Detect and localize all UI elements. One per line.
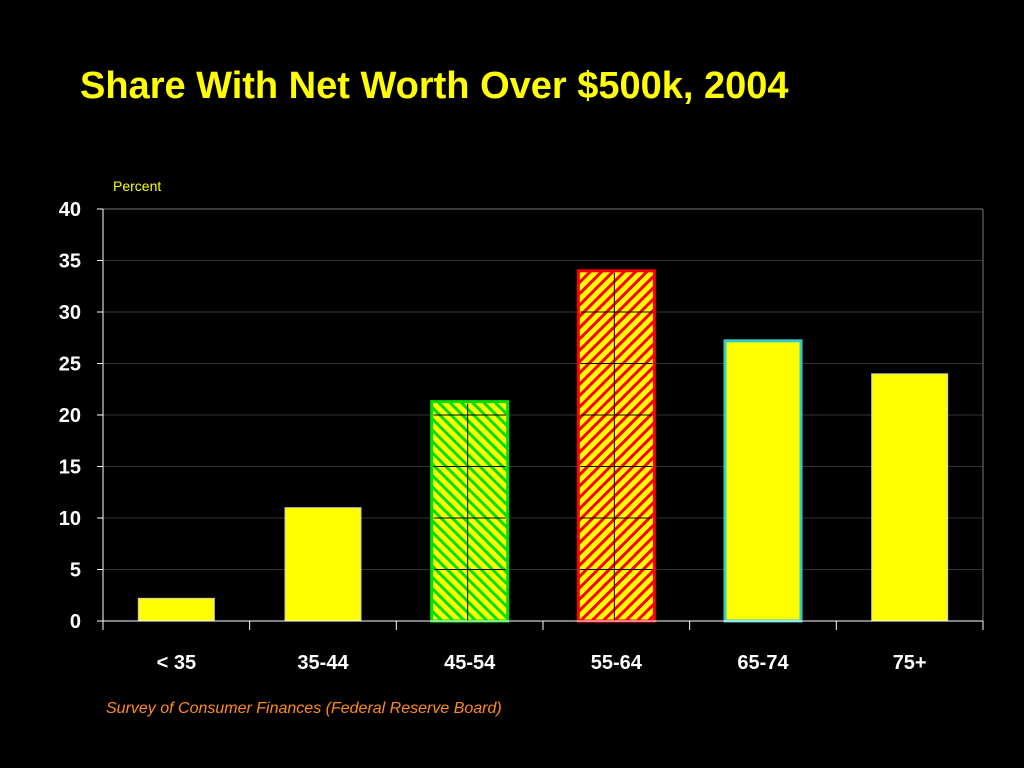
bar-45-54: [430, 400, 510, 623]
y-tick-label: 30: [59, 302, 81, 324]
y-tick-label: 15: [59, 457, 81, 479]
gridlines: [103, 208, 984, 621]
x-tick-label: < 35: [157, 652, 196, 674]
bar-35-44: [284, 507, 362, 622]
y-tick-label: 10: [59, 508, 81, 530]
axes: [97, 208, 984, 630]
x-tick-label: 35-44: [297, 652, 349, 674]
x-tick-label: 45-54: [444, 652, 496, 674]
bar-55-64: [576, 269, 656, 623]
x-tick-label: 65-74: [737, 652, 789, 674]
y-tick-label: 0: [70, 611, 81, 633]
bars: [137, 269, 949, 623]
y-tick-label: 20: [59, 405, 81, 427]
y-tick-label: 40: [59, 199, 81, 221]
y-tick-labels: 0 5 10 15 20 25 30 35 40: [59, 199, 81, 633]
y-tick-label: 5: [70, 560, 81, 582]
bar-75: [871, 373, 949, 622]
x-tick-label: 75+: [893, 652, 927, 674]
x-tick-labels: < 35 35-44 45-54 55-64 65-74 75+: [157, 652, 927, 674]
x-tick-label: 55-64: [591, 652, 643, 674]
y-tick-label: 25: [59, 354, 81, 376]
bar-65-74: [723, 339, 803, 623]
chart-title: Share With Net Worth Over $500k, 2004: [80, 65, 789, 107]
source-note: Survey of Consumer Finances (Federal Res…: [106, 700, 502, 717]
y-axis-label: Percent: [113, 178, 161, 194]
y-tick-label: 35: [59, 251, 81, 273]
bar-35: [137, 597, 215, 622]
